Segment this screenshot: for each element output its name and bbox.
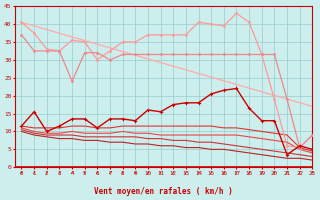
X-axis label: Vent moyen/en rafales ( km/h ): Vent moyen/en rafales ( km/h )	[94, 187, 233, 196]
